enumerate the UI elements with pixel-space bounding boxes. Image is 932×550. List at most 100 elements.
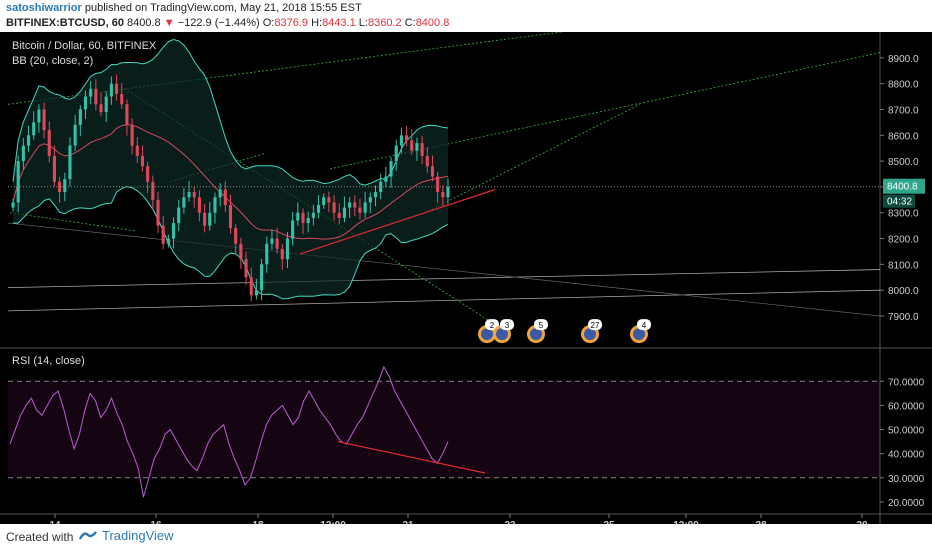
candle (285, 231, 290, 268)
last-price-label: 8400.8 (887, 182, 918, 193)
candle (239, 237, 243, 269)
rsi-band (8, 381, 880, 478)
support-line (7, 269, 881, 289)
price-tick-label: 8900.0 (888, 54, 919, 65)
candle-body (322, 197, 326, 205)
price-trend-line (299, 188, 496, 255)
event-marker: 27 (581, 319, 602, 344)
candle (337, 203, 341, 225)
candle-body (260, 264, 264, 291)
chart-header: satoshiwarrior published on TradingView.… (0, 0, 932, 32)
tradingview-logo-icon (78, 530, 97, 540)
price-tick-label: 8600.0 (888, 131, 919, 142)
candle (187, 180, 191, 202)
candle (260, 258, 264, 301)
price-tick-label: 8300.0 (888, 209, 919, 220)
candle (140, 145, 145, 172)
candle-body (244, 259, 248, 278)
event-marker: 2 (478, 319, 499, 344)
candle (384, 166, 388, 188)
candle-body (446, 186, 450, 198)
candle-body (436, 176, 440, 193)
candle (32, 111, 36, 140)
channel-line (9, 212, 136, 232)
down-arrow-icon: ▼ (163, 17, 175, 29)
price-tick-label: 8000.0 (888, 286, 919, 297)
candle (171, 217, 176, 249)
candle-body (301, 212, 305, 224)
price-change: −122.9 (−1.44%) (177, 17, 260, 29)
candle-body (52, 155, 56, 182)
candle (311, 204, 315, 226)
price-tick-label: 8700.0 (888, 105, 919, 116)
chart-canvas[interactable]: 7900.08000.08100.08200.08300.08400.08500… (0, 32, 932, 524)
candle-body (213, 197, 217, 213)
price-tick-label: 8800.0 (888, 80, 919, 91)
candle (21, 138, 25, 170)
candle (348, 197, 352, 218)
event-count: 4 (642, 321, 647, 330)
candle-body (37, 109, 41, 123)
candle (415, 137, 419, 161)
candle-body (420, 143, 424, 156)
candle-body (223, 189, 227, 205)
open-value: 8376.9 (274, 17, 308, 29)
tradingview-brand[interactable]: TradingView (78, 528, 174, 543)
candle (115, 74, 119, 101)
candle-body (410, 140, 414, 151)
candle (254, 278, 258, 300)
candle-body (425, 155, 429, 167)
bb-legend[interactable]: BB (20, close, 2) (12, 55, 94, 67)
event-flag-inner (584, 328, 596, 341)
candle (47, 121, 51, 163)
channel-line (424, 103, 641, 214)
candle (358, 198, 362, 220)
candle (99, 92, 103, 117)
candle-body (239, 243, 243, 260)
candle-body (42, 109, 46, 131)
candle (234, 224, 238, 256)
pair-legend: Bitcoin / Dollar, 60, BITFINEX (12, 40, 157, 52)
candle-body (146, 166, 150, 182)
candle (353, 195, 357, 217)
author-name[interactable]: satoshiwarrior (6, 2, 82, 14)
candle-body (130, 124, 134, 146)
candle (228, 194, 233, 234)
candle (52, 145, 56, 187)
event-count: 5 (539, 321, 544, 330)
candle (68, 137, 72, 187)
candle-body (254, 290, 258, 296)
candle-body (94, 88, 98, 105)
candle (146, 161, 150, 193)
candle-body (218, 189, 222, 198)
candle (342, 196, 346, 223)
candle-body (337, 212, 341, 218)
rsi-tick-label: 60.0000 (888, 401, 925, 412)
candle-body (280, 248, 284, 260)
candle-body (327, 197, 331, 203)
candle (332, 194, 336, 221)
symbol-label: BITFINEX:BTCUSD, 60 (6, 17, 124, 29)
candle-body (187, 192, 191, 198)
price-tick-label: 8100.0 (888, 260, 919, 271)
candle (197, 190, 201, 222)
candle-body (104, 96, 108, 113)
event-flag-inner (481, 328, 493, 341)
candle-body (316, 204, 321, 213)
candle (322, 193, 326, 209)
candle (425, 146, 429, 173)
rsi-legend[interactable]: RSI (14, close) (12, 355, 85, 367)
candle-body (384, 176, 388, 182)
candle-body (73, 124, 77, 146)
high-value: 8443.1 (322, 17, 356, 29)
time-tick-label: 14 (49, 520, 61, 524)
candle (389, 156, 393, 188)
candle (213, 192, 217, 224)
candle-body (109, 83, 113, 97)
bb-lower-line (13, 186, 449, 300)
event-flag-inner (633, 328, 645, 341)
candle (399, 127, 403, 154)
candle (430, 155, 435, 182)
event-marker: 3 (493, 319, 514, 344)
tradingview-brand-label: TradingView (102, 528, 174, 543)
